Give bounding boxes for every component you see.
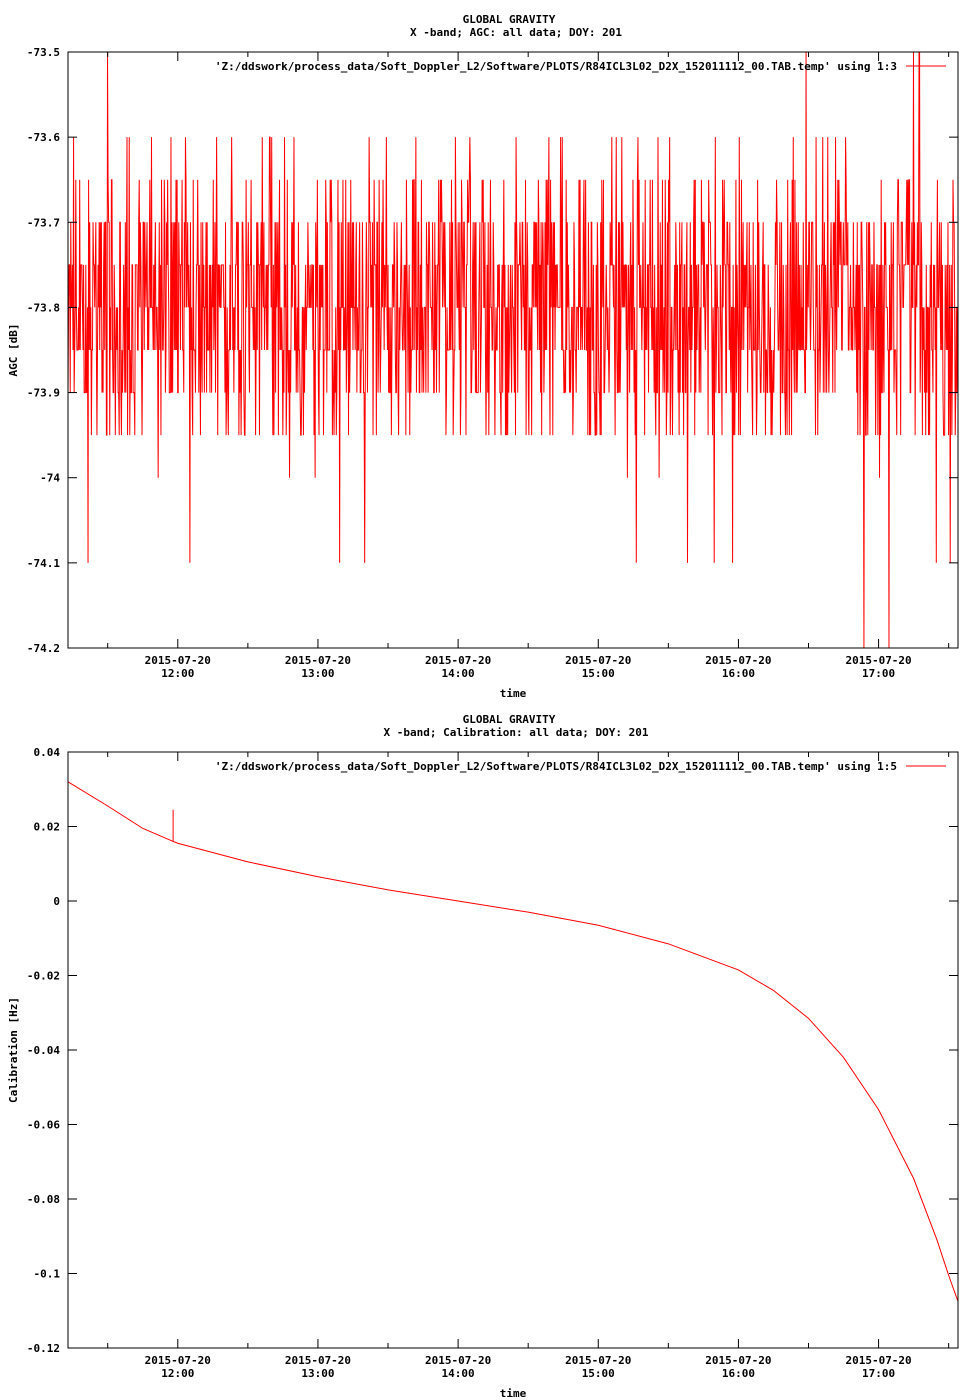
x-tick-time-label: 15:00 [582,1367,615,1380]
x-tick-time-label: 15:00 [582,667,615,680]
y-axis-ticks: 0.04 0.02 0 -0.02 -0.04 -0.06 -0.08 -0.1 -0.12 [27,746,958,1355]
y-tick-label: -0.1 [34,1268,61,1281]
plot-title-line1: GLOBAL GRAVITY [463,713,556,726]
y-tick-label: -74.2 [27,642,60,655]
x-tick-time-label: 16:00 [722,667,755,680]
x-tick-date-label: 2015-07-20 [705,654,771,667]
x-tick-date-label: 2015-07-20 [845,654,911,667]
y-tick-label: -73.5 [27,46,60,59]
x-axis-label: time [500,687,527,700]
y-tick-label: -0.02 [27,970,60,983]
x-tick-date-label: 2015-07-20 [845,1354,911,1367]
agc-plot: GLOBAL GRAVITY X -band; AGC: all data; D… [7,13,959,700]
y-axis-ticks: -73.5 -73.6 -73.7 -73.8 -73.9 -74 -74.1 -74.2 [27,46,958,655]
y-tick-label: -73.9 [27,387,60,400]
y-tick-label: -73.7 [27,216,60,229]
x-tick-time-label: 13:00 [301,1367,334,1380]
y-tick-label: 0.04 [34,746,61,759]
x-tick-time-label: 14:00 [442,1367,475,1380]
y-tick-label: -73.6 [27,131,60,144]
x-tick-time-label: 12:00 [161,667,194,680]
y-tick-label: -73.8 [27,301,60,314]
y-axis-label: AGC [dB] [7,324,20,377]
y-tick-label: -0.12 [27,1342,60,1355]
x-tick-time-label: 17:00 [862,667,895,680]
x-axis-label: time [500,1387,527,1400]
plot-title-line2: X -band; AGC: all data; DOY: 201 [410,26,622,39]
plot-frame [67,51,959,649]
x-tick-date-label: 2015-07-20 [705,1354,771,1367]
x-tick-date-label: 2015-07-20 [285,654,351,667]
y-tick-label: 0 [53,895,60,908]
agc-series-line [67,51,959,649]
x-tick-time-label: 12:00 [161,1367,194,1380]
calibration-trace [67,781,959,1302]
x-axis-ticks: 2015-07-2012:002015-07-2013:002015-07-20… [107,52,950,680]
x-tick-date-label: 2015-07-20 [145,1354,211,1367]
agc-trace [67,51,959,649]
y-tick-label: -74 [40,472,60,485]
x-tick-time-label: 17:00 [862,1367,895,1380]
y-tick-label: -0.08 [27,1193,60,1206]
x-tick-date-label: 2015-07-20 [425,654,491,667]
x-tick-date-label: 2015-07-20 [565,1354,631,1367]
y-tick-label: -74.1 [27,557,60,570]
x-axis-ticks: 2015-07-2012:002015-07-2013:002015-07-20… [107,752,950,1380]
calibration-series-line [67,781,959,1302]
plot-title-line1: GLOBAL GRAVITY [463,13,556,26]
legend-label: 'Z:/ddswork/process_data/Soft_Doppler_L2… [215,60,897,73]
x-tick-time-label: 16:00 [722,1367,755,1380]
legend-label: 'Z:/ddswork/process_data/Soft_Doppler_L2… [215,760,897,773]
x-tick-time-label: 13:00 [301,667,334,680]
plot-title-line2: X -band; Calibration: all data; DOY: 201 [384,726,649,739]
x-tick-date-label: 2015-07-20 [565,654,631,667]
y-tick-label: 0.02 [34,821,61,834]
x-tick-time-label: 14:00 [442,667,475,680]
y-tick-label: -0.04 [27,1044,60,1057]
plot-frame [67,751,959,1349]
y-tick-label: -0.06 [27,1119,60,1132]
calibration-plot: GLOBAL GRAVITY X -band; Calibration: all… [7,713,959,1400]
x-tick-date-label: 2015-07-20 [425,1354,491,1367]
x-tick-date-label: 2015-07-20 [285,1354,351,1367]
x-tick-date-label: 2015-07-20 [145,654,211,667]
y-axis-label: Calibration [Hz] [7,997,20,1103]
